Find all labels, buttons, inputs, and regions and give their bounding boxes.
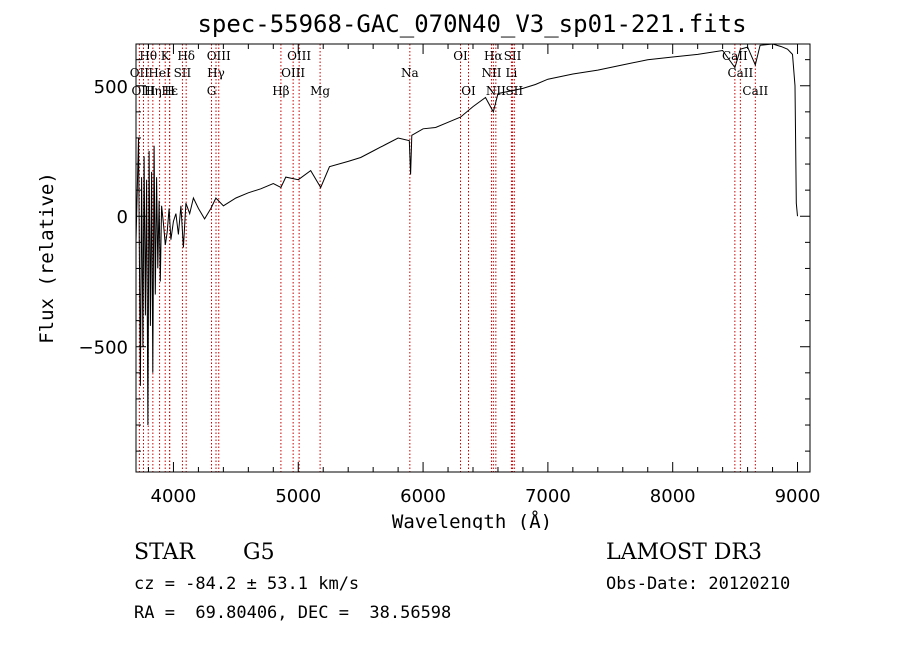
x-tick-label: 8000 [650,486,696,507]
x-axis-ticks: 4000 5000 6000 7000 8000 9000 [147,44,821,507]
spectral-line-label: SII [174,66,192,80]
spectral-line-label: Mg [310,84,330,98]
spectral-line-label: Li [506,66,518,80]
spectral-line-label: OIII [207,49,231,63]
spectral-line-label: CaII [727,66,753,80]
x-axis-label: Wavelength (Å) [392,510,552,530]
spectral-line-label: H [164,84,174,98]
spectral-line-label: CaII [722,49,748,63]
y-axis-label: Flux (relative) [36,172,58,344]
plot-frame [135,43,811,473]
chart-title: spec-55968-GAC_070N40_V3_sp01-221.fits [197,10,746,38]
observation-date: Obs-Date: 20120210 [606,574,791,594]
y-tick-label: 0 [117,207,128,228]
y-axis-ticks: −500 0 500 [79,59,810,452]
spectral-line-label: Hα [484,49,503,63]
spectral-line-label: OII [130,66,150,80]
survey-name: LAMOST DR3 [606,540,762,565]
spectral-line-label: Hδ [177,49,195,63]
spectral-line-label: G [207,84,217,98]
y-tick-label: −500 [79,338,128,359]
x-tick-label: 6000 [400,486,446,507]
spectral-line-label: Hθ [139,49,157,63]
spectral-line-label: Hβ [272,84,289,98]
spectral-line-label: NII [486,84,506,98]
spectral-line-label: HeI [148,66,171,80]
spectral-line-label: OIII [287,49,311,63]
spectral-line-label: Hγ [207,66,225,80]
spectral-line-markers [138,44,756,472]
spectral-line-label: SII [505,84,523,98]
spectral-line-label: Hε [161,84,178,98]
x-tick-label: 9000 [775,486,821,507]
x-tick-label: 5000 [275,486,321,507]
spectral-line-label: NII [481,66,501,80]
spectral-line-label: OI [461,84,476,98]
object-subclass: G5 [243,540,275,565]
spectral-line-label: CaII [742,84,768,98]
spectrum-chart: spec-55968-GAC_070N40_V3_sp01-221.fits H… [36,10,821,530]
y-tick-label: 500 [94,77,128,98]
spectral-line-label: OIII [131,84,155,98]
spectral-line-label: Na [401,66,419,80]
spectrum-series-line [135,43,798,426]
x-tick-label: 4000 [151,486,197,507]
spectral-line-label: SII [504,49,522,63]
spectral-line-label: Hη [144,84,162,98]
spectral-line-labels: Hθ OII OIII K HeI Hη HεH Hδ SII OIII Hγ G Hβ OIII OIII… [130,49,769,98]
sky-coordinates: RA = 69.80406, DEC = 38.56598 [134,603,452,623]
x-tick-label: 7000 [525,486,571,507]
spectral-line-label: K [161,49,171,63]
redshift-velocity: cz = -84.2 ± 53.1 km/s [134,574,360,594]
spectral-line-label: OIII [281,66,305,80]
spectral-line-label: OI [453,49,468,63]
object-class: STAR [134,540,195,565]
